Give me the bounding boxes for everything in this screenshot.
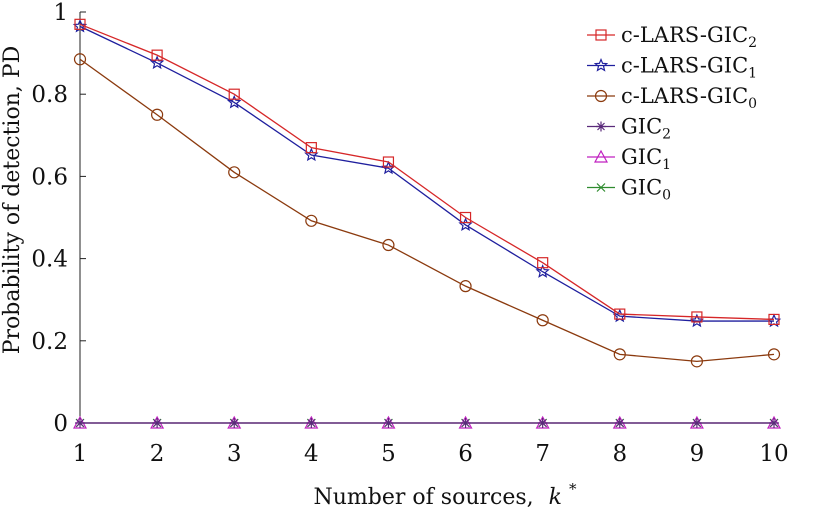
legend: c-LARS-GIC2c-LARS-GIC1c-LARS-GIC0GIC2GIC… bbox=[587, 23, 757, 204]
tick-labels: 1 2 3 4 5 6 7 8 9 10 0 0.2 0.4 0.6 0.8 1 bbox=[31, 0, 788, 467]
series-c-lars-gic-2 bbox=[74, 18, 780, 326]
data-point bbox=[459, 280, 472, 293]
data-point bbox=[75, 418, 85, 428]
data-point bbox=[613, 348, 626, 361]
legend-label: c-LARS-GIC2 bbox=[621, 23, 757, 51]
y-tick-label: 0.4 bbox=[31, 247, 68, 273]
data-point bbox=[151, 108, 164, 121]
data-point bbox=[596, 121, 606, 132]
x-tick-label: 1 bbox=[73, 441, 88, 467]
x-axis-label-var: k bbox=[549, 485, 562, 510]
legend-item: GIC0 bbox=[587, 176, 671, 204]
legend-label: GIC1 bbox=[621, 145, 671, 173]
x-axis-label-sup: * bbox=[569, 480, 577, 498]
data-point bbox=[459, 211, 472, 224]
x-axis-label: Number of sources, k * bbox=[314, 480, 577, 510]
x-tick-label: 2 bbox=[150, 441, 165, 467]
data-point bbox=[690, 355, 703, 368]
x-tick-label: 7 bbox=[535, 441, 550, 467]
data-point bbox=[229, 418, 240, 428]
series-gic-2 bbox=[75, 418, 779, 428]
y-tick-label: 0.6 bbox=[31, 164, 68, 190]
data-point bbox=[382, 156, 395, 168]
legend-item: GIC2 bbox=[587, 115, 671, 143]
x-tick-label: 5 bbox=[381, 441, 396, 467]
data-point bbox=[228, 88, 240, 100]
data-point bbox=[691, 418, 702, 428]
y-tick-label: 0 bbox=[53, 411, 68, 437]
data-point bbox=[614, 418, 625, 428]
data-point bbox=[593, 57, 609, 72]
data-point bbox=[73, 53, 87, 66]
data-point bbox=[152, 418, 163, 428]
data-point bbox=[689, 313, 705, 328]
legend-item: c-LARS-GIC1 bbox=[587, 54, 757, 82]
legend-item: c-LARS-GIC0 bbox=[587, 84, 757, 112]
data-point bbox=[149, 55, 165, 70]
data-point bbox=[593, 149, 609, 163]
data-point bbox=[691, 311, 703, 323]
data-point bbox=[767, 348, 781, 361]
data-point bbox=[594, 89, 608, 103]
data-point bbox=[382, 238, 395, 252]
data-point bbox=[536, 314, 549, 327]
x-axis-label-text: Number of sources, bbox=[314, 485, 534, 510]
y-axis-label: Probability of detection, PD bbox=[0, 46, 25, 355]
data-point bbox=[769, 418, 779, 428]
legend-label: c-LARS-GIC1 bbox=[621, 54, 757, 82]
x-tick-label: 10 bbox=[759, 441, 788, 467]
data-point bbox=[768, 313, 780, 326]
data-point bbox=[460, 418, 471, 428]
data-point bbox=[74, 18, 86, 30]
x-tick-label: 8 bbox=[612, 441, 627, 467]
legend-label: c-LARS-GIC0 bbox=[621, 84, 757, 112]
data-point bbox=[614, 308, 626, 320]
series-layer bbox=[72, 18, 782, 429]
legend-item: GIC1 bbox=[587, 145, 671, 173]
legend-label: GIC0 bbox=[621, 176, 671, 204]
x-tick-label: 9 bbox=[690, 441, 705, 467]
x-tick-label: 3 bbox=[227, 441, 242, 467]
data-point bbox=[537, 257, 549, 269]
series-line bbox=[79, 58, 775, 363]
series-line bbox=[79, 23, 775, 321]
data-point bbox=[227, 94, 242, 109]
data-point bbox=[306, 418, 317, 428]
data-point bbox=[228, 166, 241, 179]
x-tick-label: 6 bbox=[458, 441, 473, 467]
legend-item: c-LARS-GIC2 bbox=[587, 23, 757, 51]
data-point bbox=[595, 29, 607, 41]
data-point bbox=[151, 49, 163, 61]
series-c-lars-gic-0 bbox=[73, 53, 781, 368]
data-point bbox=[305, 214, 318, 227]
data-point bbox=[383, 418, 394, 428]
data-point bbox=[596, 183, 606, 192]
series-line bbox=[79, 25, 774, 322]
legend-label: GIC2 bbox=[621, 115, 671, 143]
y-tick-label: 0.8 bbox=[31, 82, 68, 108]
data-point bbox=[305, 142, 317, 154]
data-point bbox=[381, 160, 396, 175]
data-point bbox=[535, 264, 550, 278]
x-tick-label: 4 bbox=[304, 441, 319, 467]
y-tick-label: 0.2 bbox=[31, 329, 68, 355]
data-point bbox=[537, 418, 548, 428]
y-tick-label: 1 bbox=[53, 0, 68, 26]
